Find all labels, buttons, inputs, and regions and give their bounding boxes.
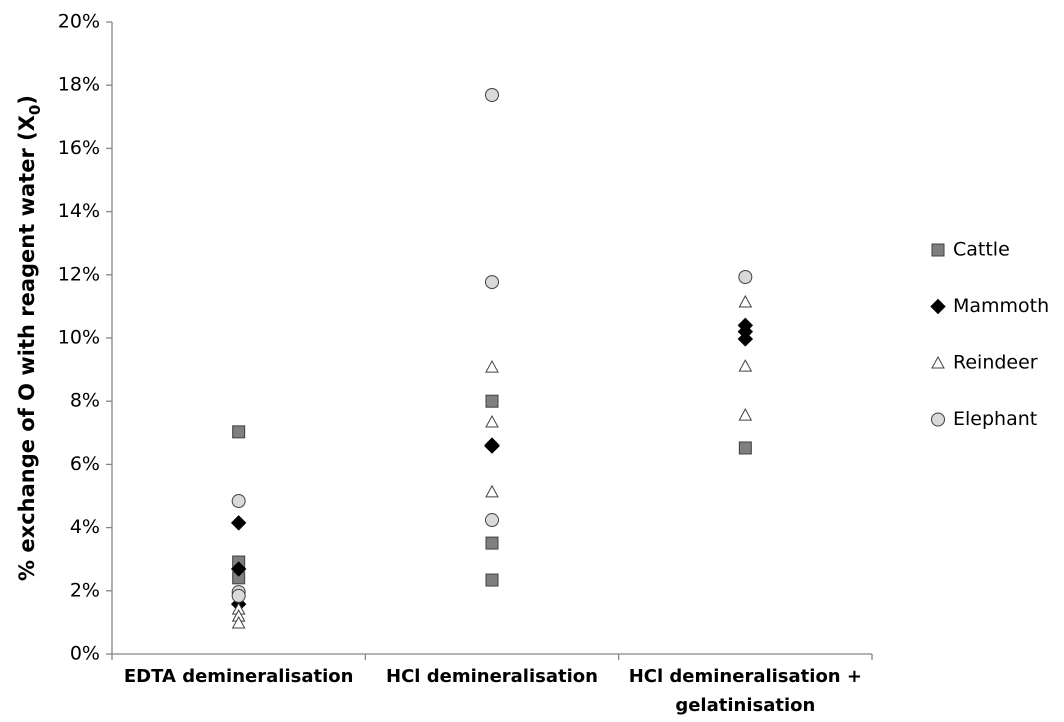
y-tick-label: 10%	[58, 327, 100, 349]
marker-circle	[485, 513, 499, 528]
y-tick-label: 8%	[70, 390, 100, 412]
y-label-sub: 0	[26, 105, 44, 115]
marker-triangle	[738, 359, 753, 372]
x-tick-line: EDTA demineralisation	[124, 666, 354, 687]
marker-triangle	[485, 415, 499, 428]
marker-triangle	[738, 408, 753, 421]
marker-square	[738, 441, 752, 455]
y-axis-label: % exchange of O with reagent water (X0)	[15, 95, 44, 581]
marker-triangle	[485, 484, 499, 498]
marker-diamond	[230, 561, 247, 577]
marker-circle	[931, 412, 945, 427]
legend-label: Elephant	[953, 408, 1037, 430]
legend-label: Reindeer	[953, 352, 1038, 374]
x-tick-line: HCl demineralisation +	[629, 666, 862, 687]
y-tick-label: 0%	[70, 643, 100, 665]
y-tick-label: 2%	[70, 579, 100, 601]
y-tick-label: 16%	[58, 137, 100, 159]
y-tick-label: 14%	[58, 200, 100, 222]
y-label-end: )	[15, 95, 39, 105]
marker-circle	[231, 494, 246, 509]
marker-circle	[485, 87, 499, 102]
legend-label: Mammoth	[953, 295, 1049, 317]
y-tick-label: 6%	[70, 453, 100, 475]
marker-circle	[485, 275, 499, 290]
marker-circle	[231, 588, 246, 603]
x-tick-label: HCl demineralisation	[386, 666, 598, 687]
x-tick-label: HCl demineralisation + gelatinisation	[629, 666, 862, 716]
marker-square	[485, 573, 499, 587]
marker-triangle	[231, 615, 246, 629]
marker-triangle	[738, 294, 753, 308]
marker-triangle	[485, 360, 499, 373]
x-tick-label: EDTA demineralisation	[124, 666, 354, 687]
marker-diamond	[737, 331, 754, 347]
y-tick-label: 12%	[58, 263, 100, 285]
marker-circle	[738, 270, 753, 285]
marker-square	[232, 425, 246, 439]
legend-label: Cattle	[953, 239, 1010, 261]
marker-square	[485, 394, 499, 408]
marker-square	[485, 536, 499, 550]
y-tick-label: 20%	[58, 11, 100, 33]
x-tick-line: gelatinisation	[675, 695, 815, 716]
y-tick-label: 18%	[58, 74, 100, 96]
marker-diamond	[930, 298, 946, 315]
y-label-text: % exchange of O with reagent water (X	[15, 115, 39, 581]
x-tick-line: HCl demineralisation	[386, 666, 598, 687]
marker-triangle	[931, 355, 945, 369]
marker-square	[931, 243, 945, 257]
y-tick-label: 4%	[70, 516, 100, 538]
marker-diamond	[230, 515, 247, 531]
marker-diamond	[484, 438, 500, 454]
